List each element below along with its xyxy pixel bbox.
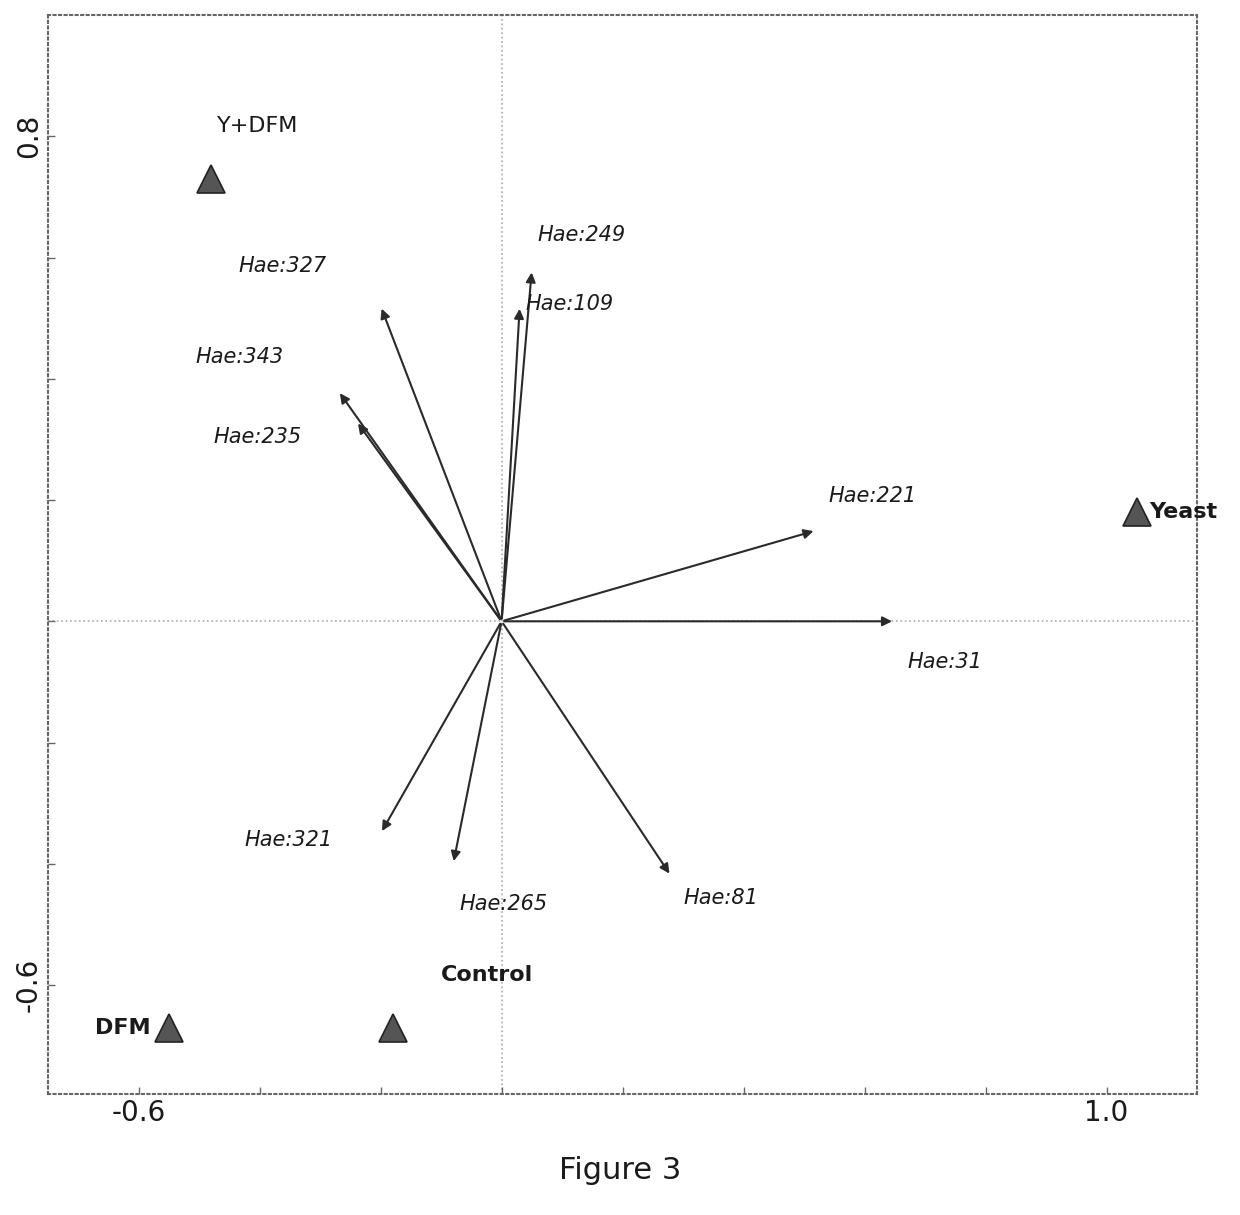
Text: Hae:221: Hae:221 <box>828 486 916 507</box>
Text: Hae:265: Hae:265 <box>459 894 547 914</box>
Text: Y+DFM: Y+DFM <box>217 117 299 136</box>
Text: Hae:235: Hae:235 <box>213 428 303 447</box>
Text: Hae:31: Hae:31 <box>906 651 982 672</box>
Text: Yeast: Yeast <box>1149 502 1218 522</box>
Text: Hae:81: Hae:81 <box>683 888 758 908</box>
Text: Figure 3: Figure 3 <box>559 1155 681 1185</box>
Text: Hae:343: Hae:343 <box>196 346 284 367</box>
Text: Hae:321: Hae:321 <box>244 830 332 849</box>
Text: Hae:109: Hae:109 <box>526 294 614 313</box>
Text: Hae:249: Hae:249 <box>538 226 626 245</box>
Text: DFM: DFM <box>95 1017 151 1038</box>
Text: Control: Control <box>441 965 533 985</box>
Text: Hae:327: Hae:327 <box>238 255 326 276</box>
